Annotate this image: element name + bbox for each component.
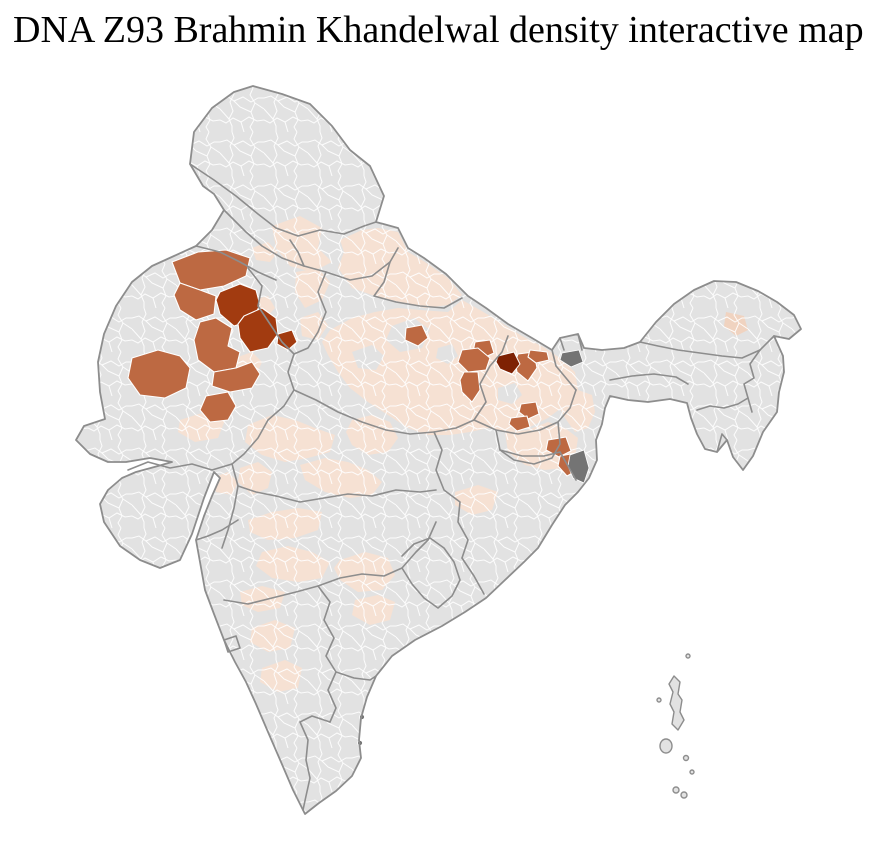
district-medium[interactable] xyxy=(518,401,540,420)
district-medium[interactable] xyxy=(211,361,261,393)
district-medium[interactable] xyxy=(459,371,481,403)
district-medium[interactable] xyxy=(404,324,429,347)
district-medium[interactable] xyxy=(508,415,531,432)
island[interactable] xyxy=(668,675,685,731)
highlight-districts xyxy=(127,249,590,746)
state-borders xyxy=(127,163,775,811)
district-medium[interactable] xyxy=(127,349,191,399)
island[interactable] xyxy=(689,769,695,775)
island[interactable] xyxy=(682,754,690,762)
district-medium[interactable] xyxy=(457,347,491,373)
district-highest[interactable] xyxy=(495,351,521,375)
district-medium[interactable] xyxy=(527,349,550,364)
island[interactable] xyxy=(685,653,691,659)
page-title: DNA Z93 Brahmin Khandelwal density inter… xyxy=(13,9,864,51)
island[interactable] xyxy=(656,697,662,703)
district-high[interactable] xyxy=(276,329,298,351)
district-high[interactable] xyxy=(237,307,279,353)
island[interactable] xyxy=(680,791,688,799)
district-medium[interactable] xyxy=(199,391,237,423)
district-medium[interactable] xyxy=(193,317,241,373)
district-medium[interactable] xyxy=(173,282,217,321)
island[interactable] xyxy=(659,738,673,754)
island[interactable] xyxy=(672,786,680,794)
island-chain xyxy=(656,653,695,799)
district-other[interactable] xyxy=(559,349,584,368)
